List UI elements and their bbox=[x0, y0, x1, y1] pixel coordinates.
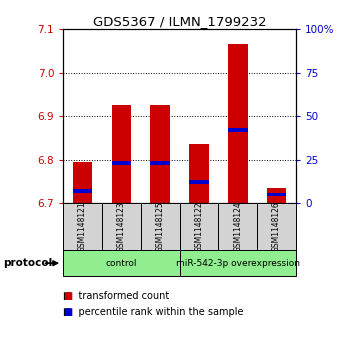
Text: ■  transformed count: ■ transformed count bbox=[63, 291, 169, 301]
Title: GDS5367 / ILMN_1799232: GDS5367 / ILMN_1799232 bbox=[93, 15, 266, 28]
Bar bbox=[267, 193, 286, 196]
Text: GSM1148125: GSM1148125 bbox=[156, 201, 165, 252]
Text: GSM1148122: GSM1148122 bbox=[195, 201, 204, 252]
Text: miR-542-3p overexpression: miR-542-3p overexpression bbox=[176, 259, 300, 268]
Text: ■  percentile rank within the sample: ■ percentile rank within the sample bbox=[63, 307, 244, 317]
Text: GSM1148123: GSM1148123 bbox=[117, 201, 126, 252]
Bar bbox=[180, 250, 296, 276]
Text: ■: ■ bbox=[63, 291, 73, 301]
Bar bbox=[63, 250, 180, 276]
Bar bbox=[73, 162, 92, 203]
Text: control: control bbox=[106, 259, 137, 268]
Text: GSM1148126: GSM1148126 bbox=[272, 201, 281, 252]
Bar bbox=[102, 203, 141, 250]
Bar bbox=[228, 44, 248, 203]
Text: GSM1148124: GSM1148124 bbox=[233, 201, 242, 252]
Text: GSM1148121: GSM1148121 bbox=[78, 201, 87, 252]
Bar bbox=[63, 203, 102, 250]
Bar bbox=[218, 203, 257, 250]
Bar bbox=[189, 180, 209, 184]
Bar bbox=[267, 188, 286, 203]
Bar bbox=[151, 161, 170, 165]
Text: ■: ■ bbox=[63, 307, 73, 317]
Bar bbox=[257, 203, 296, 250]
Text: protocol: protocol bbox=[4, 258, 53, 268]
Bar bbox=[73, 189, 92, 193]
Bar bbox=[141, 203, 180, 250]
Bar bbox=[189, 144, 209, 203]
Bar bbox=[228, 128, 248, 132]
Bar bbox=[112, 105, 131, 203]
Bar bbox=[180, 203, 218, 250]
Bar bbox=[112, 161, 131, 165]
Bar bbox=[151, 105, 170, 203]
